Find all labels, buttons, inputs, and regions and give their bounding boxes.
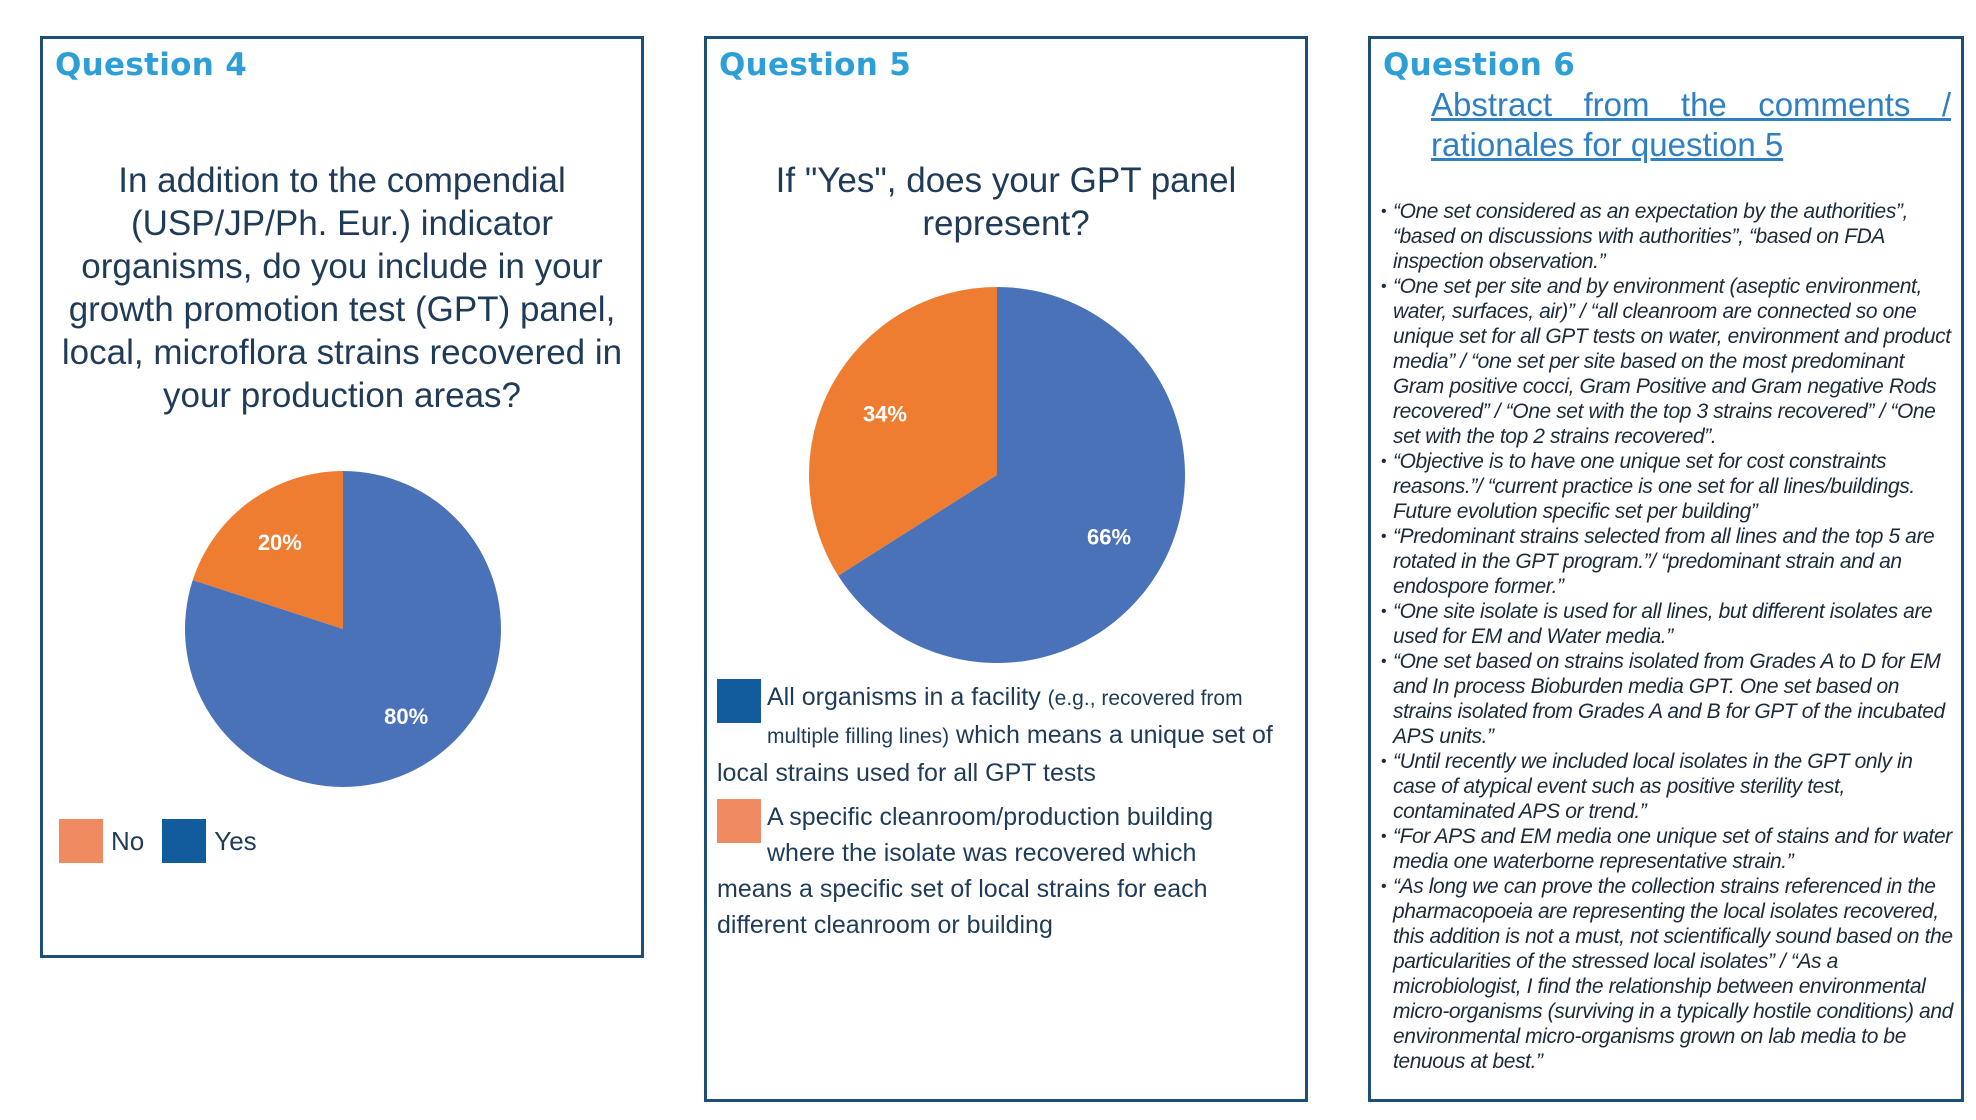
question-6-title: Question 6 xyxy=(1383,47,1576,83)
legend-text-facility-rest: which means a unique set of local strain… xyxy=(717,721,1273,787)
question-5-text: If "Yes", does your GPT panel represent? xyxy=(775,161,1237,243)
legend-swatch-no xyxy=(59,819,103,863)
legend-swatch-yes xyxy=(162,819,207,863)
legend-swatch-building xyxy=(717,799,761,843)
legend-text-facility-main: All organisms in a facility xyxy=(767,683,1041,711)
legend-swatch-facility xyxy=(717,679,761,723)
question-5-title: Question 5 xyxy=(719,47,912,83)
legend-label-no: No xyxy=(111,825,145,856)
legend-text-facility-example: (e.g., recovered from multiple filling l… xyxy=(767,687,1243,748)
pie-slice-no xyxy=(192,471,343,629)
question-4-legend: No Yes xyxy=(59,819,275,863)
pie-slice-all xyxy=(838,287,1185,663)
question-6-subtitle: Abstract from the comments / rationales … xyxy=(1431,86,1951,163)
pie-data-label: 66% xyxy=(1087,525,1131,550)
question-5-pie-chart: 34% 66% xyxy=(809,287,1185,663)
pie-slice-a xyxy=(809,287,997,576)
question-5-legend-item-building: A specific cleanroom/production building… xyxy=(717,799,1277,943)
legend-label-yes: Yes xyxy=(214,825,257,856)
question-4-pie-chart: 20% 80% xyxy=(185,471,501,787)
comment-item: “Predominant strains selected from all l… xyxy=(1381,524,1957,599)
comment-item: “Objective is to have one unique set for… xyxy=(1381,449,1957,524)
pie-slice-yes xyxy=(185,471,501,787)
question-4-title: Question 4 xyxy=(55,47,248,83)
comment-item: “One site isolate is used for all lines,… xyxy=(1381,599,1957,649)
comment-item: “For APS and EM media one unique set of … xyxy=(1381,824,1957,874)
comments-list: “One set considered as an expectation by… xyxy=(1381,199,1957,1074)
pie-data-label: 34% xyxy=(863,401,907,426)
legend-text-building: A specific cleanroom/production building… xyxy=(717,803,1214,939)
question-4-text: In addition to the compendial (USP/JP/Ph… xyxy=(61,161,623,415)
pie-data-label: 80% xyxy=(384,704,428,729)
pie-data-label: 20% xyxy=(258,530,302,555)
comment-item: “One set based on strains isolated from … xyxy=(1381,649,1957,749)
question-5-panel: Question 5 If "Yes", does your GPT panel… xyxy=(704,36,1308,1102)
question-6-panel: Question 6 Abstract from the comments / … xyxy=(1368,36,1964,1102)
comment-item: “One set per site and by environment (as… xyxy=(1381,274,1957,449)
comment-item: “Until recently we included local isolat… xyxy=(1381,749,1957,824)
comment-item: “One set considered as an expectation by… xyxy=(1381,199,1957,274)
question-5-legend-item-facility: All organisms in a facility (e.g., recov… xyxy=(717,679,1277,791)
question-4-panel: Question 4 In addition to the compendial… xyxy=(40,36,644,958)
comment-item: “As long we can prove the collection str… xyxy=(1381,874,1957,1074)
